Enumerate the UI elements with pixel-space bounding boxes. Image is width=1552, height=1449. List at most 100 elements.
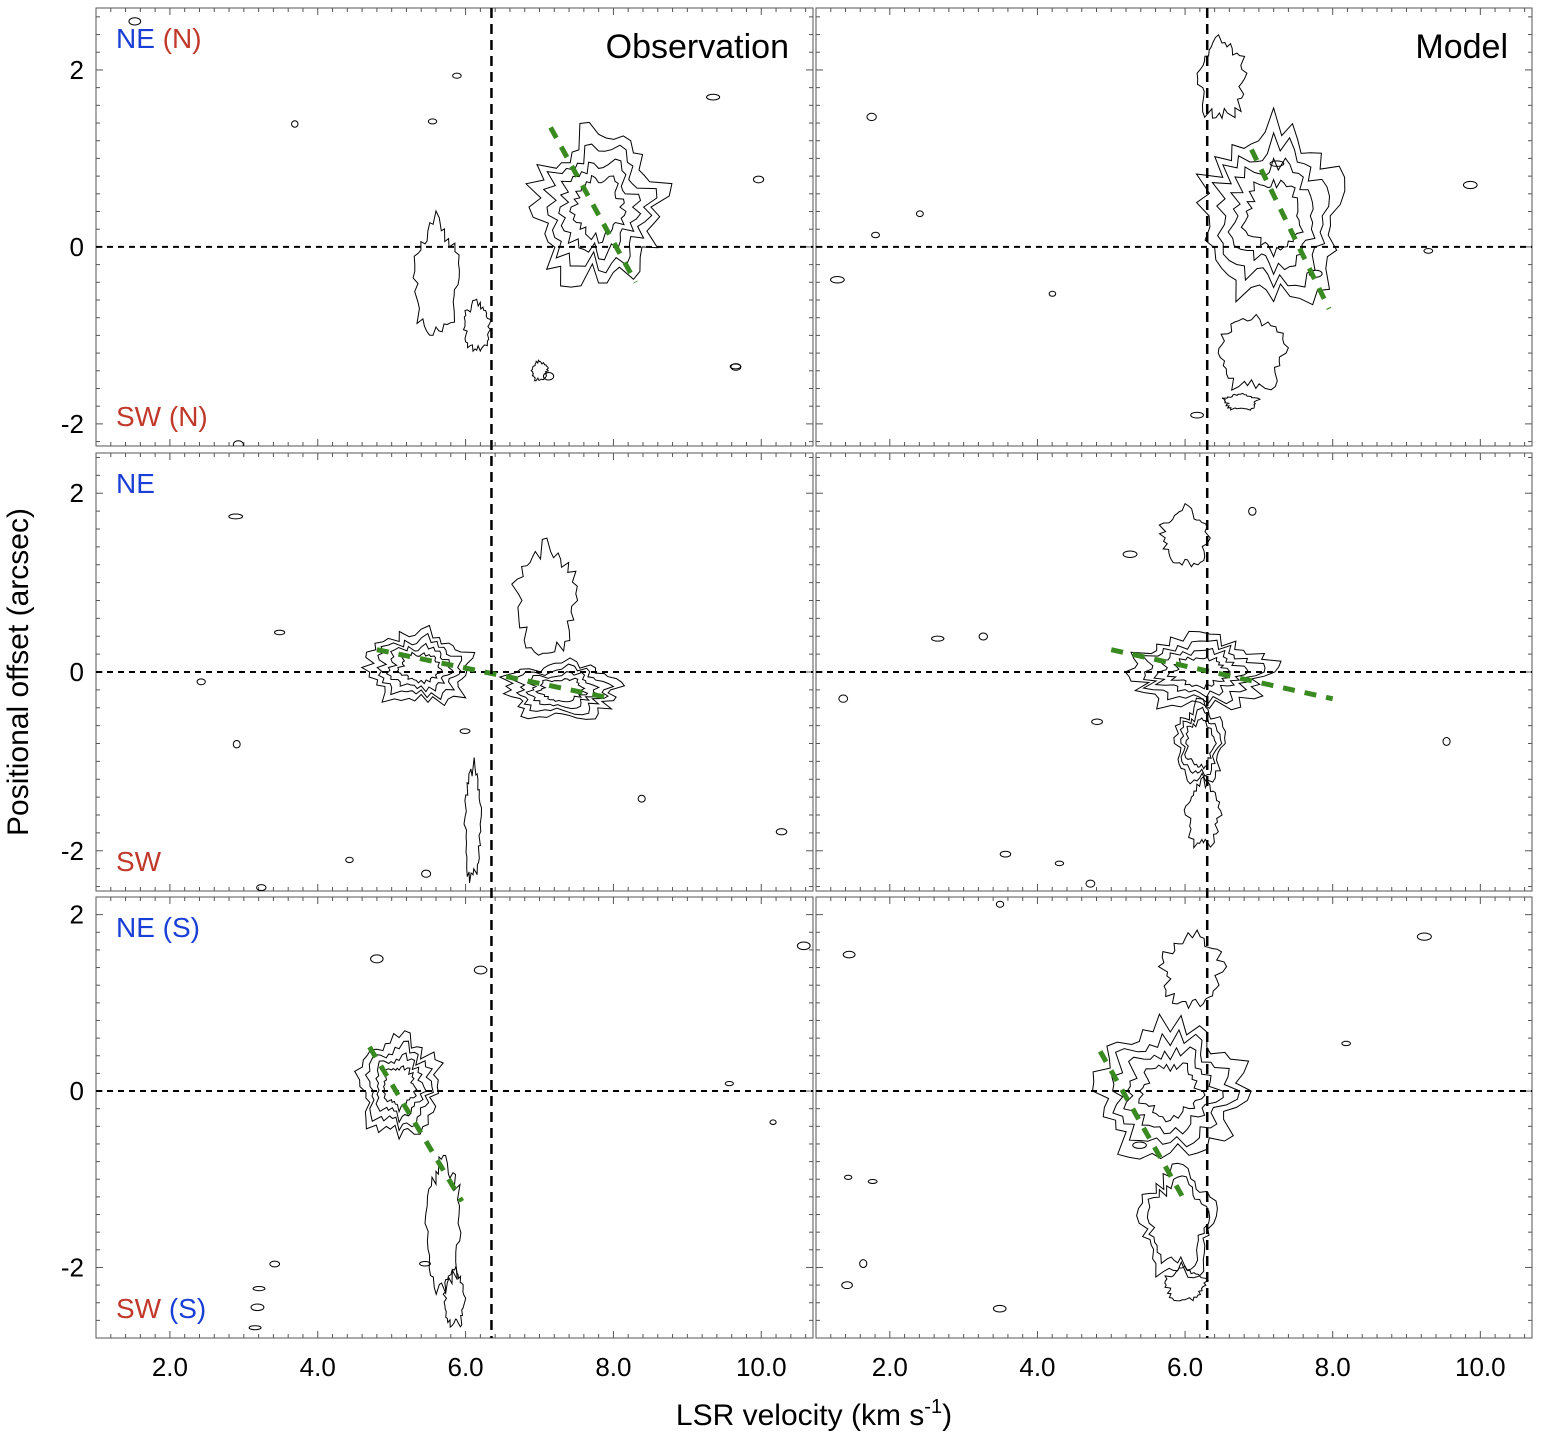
x-axis-label-superscript: -1: [924, 1396, 942, 1418]
x-tick-label: 2.0: [872, 1352, 908, 1382]
y-tick-label: 2: [70, 900, 84, 930]
direction-label-part: NE: [116, 912, 155, 943]
contour-noise: [841, 1281, 853, 1290]
contour-noise: [269, 1260, 281, 1268]
contour-noise: [427, 118, 438, 125]
contour-line: [360, 624, 476, 707]
panel-title: Observation: [606, 28, 789, 66]
x-axis-label: LSR velocity (km s-1): [676, 1396, 952, 1432]
contour-line: [1141, 639, 1266, 705]
contour-noise: [345, 856, 354, 864]
contour-noise: [830, 275, 845, 284]
contour-line: [1111, 1028, 1241, 1148]
contour-noise: [796, 941, 811, 951]
contour-noise: [252, 1286, 266, 1292]
x-tick-label: 8.0: [595, 1352, 631, 1382]
velocity-gradient-line: [376, 647, 614, 702]
contour-group: [248, 941, 811, 1331]
velocity-gradient-line: [1098, 1050, 1188, 1203]
contour-line: [535, 677, 589, 703]
panel-model-bottom: [815, 896, 1533, 1339]
direction-label-part: NE: [116, 23, 155, 54]
contour-noise: [250, 1303, 265, 1312]
contour-noise: [1423, 247, 1434, 254]
contour-line: [382, 1065, 418, 1114]
x-axis-label-main: LSR velocity (km s: [676, 1399, 924, 1432]
x-tick-label: 4.0: [1019, 1352, 1055, 1382]
contour-line: [498, 657, 626, 720]
velocity-gradient-line: [1110, 647, 1334, 702]
contour-line: [1195, 106, 1346, 306]
contour-noise: [1085, 879, 1096, 888]
velocity-gradient-line: [1249, 148, 1332, 310]
panel-frame: [815, 896, 1533, 1339]
contour-line: [530, 359, 550, 382]
direction-label-part: NE: [116, 468, 155, 499]
direction-label-part: (S): [161, 1293, 206, 1324]
contour-noise: [775, 828, 788, 836]
contour-noise: [844, 1174, 853, 1180]
contour-noise: [1048, 290, 1057, 297]
x-tick-label: 10.0: [1455, 1352, 1506, 1382]
contour-noise: [459, 728, 471, 735]
y-tick-label: 0: [70, 1076, 84, 1106]
contour-noise: [421, 869, 432, 878]
direction-label-part: (N): [155, 23, 202, 54]
contour-noise: [228, 513, 244, 520]
contour-noise: [1462, 180, 1478, 190]
y-tick-label: 2: [70, 478, 84, 508]
contour-noise: [769, 1119, 777, 1125]
contour-noise: [842, 950, 856, 959]
y-tick-label: -2: [61, 409, 84, 439]
x-tick-label: 8.0: [1315, 1352, 1351, 1382]
x-tick-label: 6.0: [1167, 1352, 1203, 1382]
contour-noise: [915, 210, 924, 218]
contour-line: [376, 632, 463, 701]
direction-label-part: (N): [161, 401, 208, 432]
panel-title: Model: [1415, 28, 1508, 66]
velocity-gradient-line: [367, 1045, 465, 1203]
contour-noise: [1190, 411, 1204, 419]
direction-label-bottom: SW: [116, 846, 162, 877]
x-tick-label: 10.0: [736, 1352, 787, 1382]
y-tick-label: -2: [61, 1252, 84, 1282]
contour-line: [511, 663, 615, 716]
contour-line: [1146, 1175, 1211, 1271]
direction-label-part: SW: [116, 1293, 162, 1324]
contour-noise: [859, 1259, 868, 1269]
panel-model-top: Model: [815, 7, 1533, 447]
direction-label-part: SW: [116, 846, 162, 877]
contour-line: [354, 1030, 445, 1141]
y-tick-label: -2: [61, 836, 84, 866]
y-axis-label: Positional offset (arcsec): [2, 508, 35, 836]
contour-line: [1196, 33, 1248, 120]
contour-noise: [1269, 160, 1285, 167]
contour-noise: [706, 93, 721, 101]
contour-line: [1173, 697, 1227, 785]
contour-line: [1157, 929, 1228, 1010]
contour-noise: [1416, 932, 1432, 941]
contour-noise: [838, 694, 849, 703]
contour-noise: [866, 112, 877, 122]
direction-label-top: NE: [116, 468, 155, 499]
contour-noise: [995, 900, 1005, 908]
y-tick-label: 0: [70, 657, 84, 687]
x-axis-label-end: ): [942, 1399, 952, 1432]
contour-group: [830, 33, 1478, 419]
contour-noise: [999, 850, 1012, 858]
contour-noise: [291, 120, 299, 128]
direction-label-top: NE (N): [116, 23, 202, 54]
direction-label-top: NE (S): [116, 912, 200, 943]
contour-noise: [867, 1178, 878, 1184]
contour-noise: [1054, 860, 1065, 867]
contour-line: [1158, 502, 1211, 568]
contour-noise: [1341, 1040, 1351, 1047]
contour-noise: [724, 1080, 734, 1087]
contour-noise: [978, 632, 988, 641]
contour-line: [1091, 1013, 1252, 1160]
contour-line: [1164, 1265, 1209, 1302]
y-tick-label: 0: [70, 232, 84, 262]
contour-line: [1221, 392, 1261, 411]
contour-line: [375, 1052, 427, 1124]
